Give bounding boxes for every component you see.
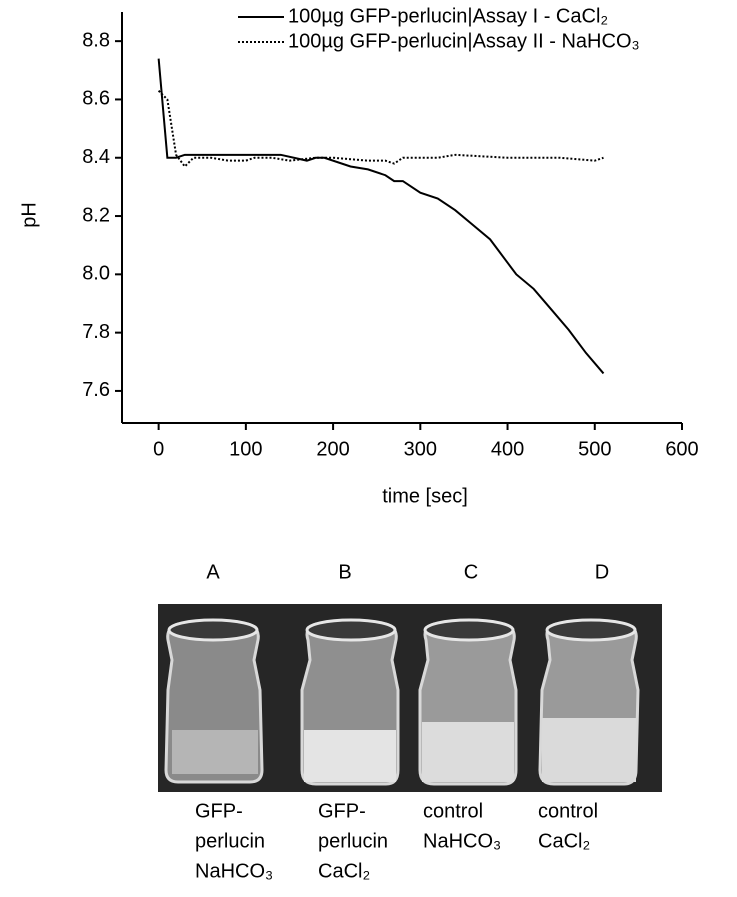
- caption-line: NaHCO₃: [423, 830, 501, 852]
- vial-d: [538, 618, 640, 786]
- legend-label: 100µg GFP-perlucin|Assay II - NaHCO₃: [288, 30, 640, 52]
- caption-line: CaCl₂: [538, 830, 590, 852]
- panel-label: D: [595, 561, 609, 583]
- x-tick-label: 100: [229, 438, 262, 460]
- caption-line: GFP-: [318, 800, 366, 822]
- x-tick-label: 300: [404, 438, 437, 460]
- vial-a: [164, 618, 264, 784]
- caption-line: control: [538, 800, 598, 822]
- y-tick-label: 7.8: [82, 321, 110, 343]
- x-axis-label: time [sec]: [382, 485, 468, 507]
- panel-label: B: [338, 561, 351, 583]
- x-tick-label: 200: [316, 438, 349, 460]
- photo: A B C D GFP-perlucin NaHCO₃ GFP-perlucin CaCl₂ c…: [158, 561, 662, 882]
- y-tick-label: 8.8: [82, 29, 110, 51]
- y-tick-label: 8.6: [82, 88, 110, 110]
- caption-line: perlucin: [195, 830, 265, 852]
- chart: pH time [sec] 7.6 7.8 8.0 8.2 8.4 8.6 8.8 0 100 2…: [18, 5, 698, 507]
- panel-label: A: [206, 561, 220, 583]
- y-axis-label: pH: [18, 202, 40, 228]
- y-tick-label: 8.2: [82, 204, 110, 226]
- caption-line: control: [423, 800, 483, 822]
- caption-line: NaHCO₃: [195, 860, 273, 882]
- panel-label: C: [464, 561, 478, 583]
- caption-line: perlucin: [318, 830, 388, 852]
- y-tick-label: 8.4: [82, 146, 110, 168]
- x-tick-label: 500: [578, 438, 611, 460]
- legend-label: 100µg GFP-perlucin|Assay I - CaCl₂: [288, 5, 608, 27]
- y-tick-label: 8.0: [82, 263, 110, 285]
- x-tick-label: 400: [491, 438, 524, 460]
- vial-c: [418, 618, 518, 786]
- series-line: [157, 58, 605, 375]
- y-tick-label: 7.6: [82, 379, 110, 401]
- x-tick-label: 0: [153, 438, 164, 460]
- caption-line: GFP-: [195, 800, 243, 822]
- caption-line: CaCl₂: [318, 860, 370, 882]
- vial-b: [300, 618, 400, 786]
- x-tick-label: 600: [665, 438, 698, 460]
